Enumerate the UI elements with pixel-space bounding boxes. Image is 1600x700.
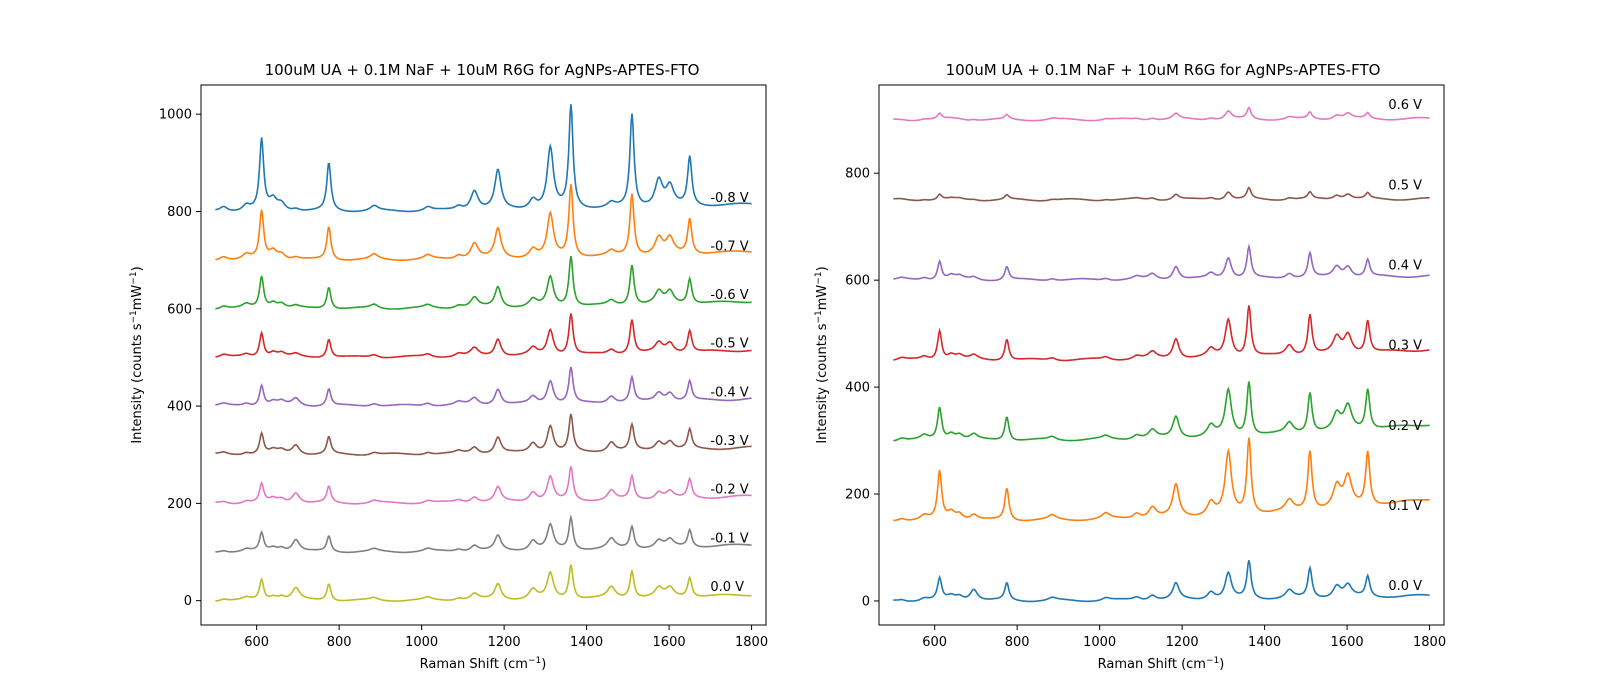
left-series-label: -0.3 V: [710, 434, 748, 449]
right-series-line: [893, 381, 1430, 442]
right-plot-frame: [878, 84, 1445, 626]
left-plot-body: 600 800 1000 1200 1400 1600 1800 0 200 400 600 800 1…: [159, 104, 768, 650]
left-x-tick-label: 1800: [735, 635, 768, 650]
right-series-label: 0.2 V: [1388, 419, 1422, 434]
left-y-tick-label: 1000: [159, 108, 192, 123]
right-series-line: [893, 437, 1430, 522]
left-series-line: [215, 313, 752, 359]
left-series-label: -0.1 V: [710, 531, 748, 546]
left-y-tick-label: 400: [167, 400, 192, 415]
left-chart-title: 100uM UA + 0.1M NaF + 10uM R6G for AgNPs…: [265, 61, 700, 79]
left-raman-chart: 100uM UA + 0.1M NaF + 10uM R6G for AgNPs…: [129, 61, 768, 672]
left-series-label: -0.2 V: [710, 483, 748, 498]
left-series-line: [215, 184, 752, 261]
left-x-tick-label: 1200: [488, 635, 521, 650]
left-y-tick-label: 200: [167, 497, 192, 512]
right-x-axis-label: Raman Shift (cm−1): [1098, 656, 1225, 672]
right-y-tick-label: 200: [845, 488, 870, 503]
right-x-tick-label: 800: [1005, 635, 1030, 650]
right-series-label: 0.4 V: [1388, 258, 1422, 273]
right-series-line: [893, 560, 1430, 603]
right-series-label: 0.1 V: [1388, 499, 1422, 514]
left-x-tick-label: 600: [244, 635, 269, 650]
left-series-line: [215, 466, 752, 505]
right-series-label: 0.5 V: [1388, 178, 1422, 193]
right-y-axis-label: Intensity (counts s−1mW−1): [814, 266, 830, 443]
right-y-tick-label: 800: [845, 167, 870, 182]
right-series-line: [893, 186, 1430, 202]
left-series-label: -0.8 V: [710, 191, 748, 206]
left-series-label: -0.5 V: [710, 337, 748, 352]
right-y-tick-label: 600: [845, 274, 870, 289]
right-y-tick-label: 400: [845, 381, 870, 396]
right-x-tick-label: 600: [922, 635, 947, 650]
left-x-tick-label: 1000: [405, 635, 438, 650]
left-series-line: [215, 564, 752, 602]
left-y-tick-label: 600: [167, 302, 192, 317]
left-x-tick-label: 800: [327, 635, 352, 650]
right-x-tick-label: 1000: [1083, 635, 1116, 650]
right-x-tick-label: 1200: [1166, 635, 1199, 650]
right-x-tick-label: 1800: [1413, 635, 1446, 650]
right-series-label: 0.6 V: [1388, 98, 1422, 113]
left-series-line: [215, 366, 752, 407]
left-series-line: [215, 413, 752, 456]
left-series-line: [215, 256, 752, 310]
left-plot-frame: [200, 84, 767, 626]
right-series-label: 0.3 V: [1388, 339, 1422, 354]
right-x-tick-label: 1600: [1331, 635, 1364, 650]
right-chart-title: 100uM UA + 0.1M NaF + 10uM R6G for AgNPs…: [946, 61, 1381, 79]
right-series-line: [893, 243, 1430, 282]
left-series-label: 0.0 V: [710, 580, 744, 595]
right-plot-body: 600 800 1000 1200 1400 1600 1800 0 200 400 600 800 0…: [845, 98, 1446, 650]
left-x-tick-label: 1400: [570, 635, 603, 650]
left-series-line: [215, 514, 752, 554]
left-series-line: [215, 104, 752, 213]
right-series-line: [893, 106, 1430, 122]
left-y-tick-label: 800: [167, 205, 192, 220]
right-y-tick-label: 0: [862, 594, 870, 609]
left-x-axis-label: Raman Shift (cm−1): [420, 656, 547, 672]
right-raman-chart: 100uM UA + 0.1M NaF + 10uM R6G for AgNPs…: [814, 61, 1446, 672]
left-series-label: -0.4 V: [710, 385, 748, 400]
left-x-tick-label: 1600: [653, 635, 686, 650]
left-series-label: -0.6 V: [710, 288, 748, 303]
left-y-tick-label: 0: [184, 594, 192, 609]
right-x-tick-label: 1400: [1248, 635, 1281, 650]
right-series-line: [893, 305, 1430, 362]
left-y-axis-label: Intensity (counts s−1mW−1): [129, 266, 145, 443]
right-series-label: 0.0 V: [1388, 579, 1422, 594]
left-series-label: -0.7 V: [710, 239, 748, 254]
